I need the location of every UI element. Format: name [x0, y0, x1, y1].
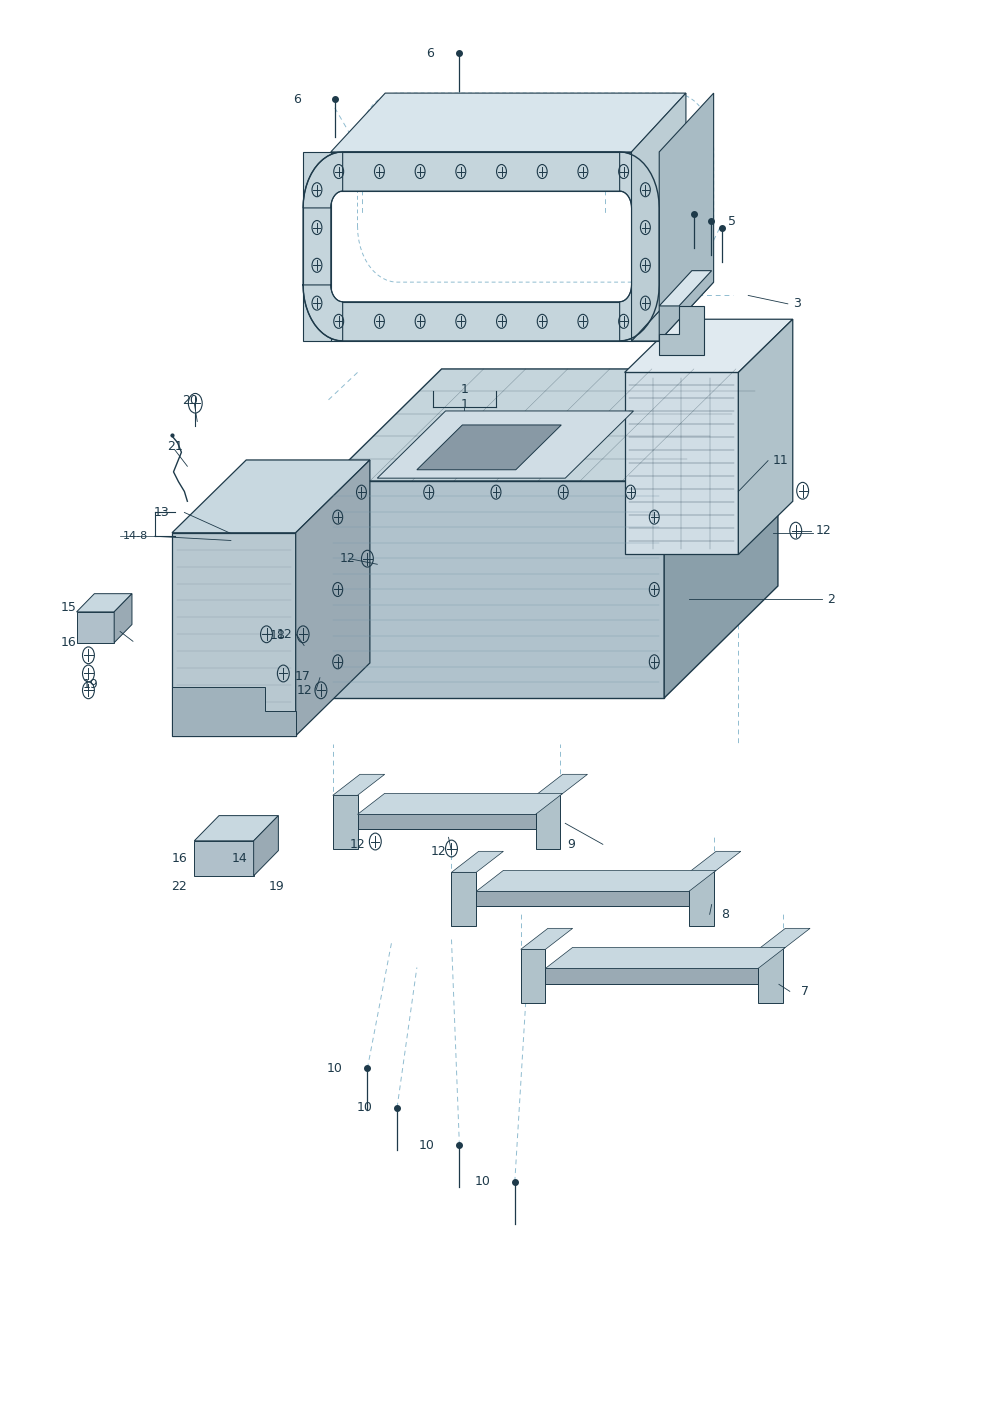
Polygon shape	[330, 302, 632, 341]
Text: 19: 19	[269, 880, 285, 892]
Polygon shape	[476, 870, 716, 891]
Polygon shape	[172, 460, 370, 533]
Polygon shape	[194, 840, 254, 875]
Polygon shape	[304, 152, 330, 341]
Text: 10: 10	[419, 1139, 434, 1152]
Polygon shape	[665, 369, 778, 699]
Polygon shape	[660, 306, 703, 355]
Polygon shape	[114, 593, 132, 643]
Text: 12: 12	[431, 845, 446, 857]
Text: 6: 6	[426, 46, 434, 60]
Polygon shape	[172, 687, 296, 735]
Text: 19: 19	[82, 678, 98, 692]
Text: 7: 7	[801, 985, 808, 998]
Polygon shape	[620, 152, 660, 208]
Polygon shape	[688, 852, 741, 873]
Polygon shape	[377, 411, 634, 478]
Polygon shape	[536, 796, 560, 849]
Polygon shape	[632, 282, 713, 341]
Text: 1: 1	[460, 398, 468, 411]
Text: 10: 10	[326, 1062, 342, 1075]
Text: 15: 15	[61, 600, 76, 615]
Polygon shape	[632, 152, 660, 341]
Polygon shape	[660, 271, 711, 306]
Polygon shape	[758, 929, 810, 950]
Polygon shape	[332, 774, 385, 796]
Text: 6: 6	[294, 93, 302, 105]
Text: 8: 8	[721, 908, 729, 920]
Text: 5: 5	[728, 215, 736, 227]
Polygon shape	[688, 873, 713, 926]
Text: 14: 14	[232, 852, 248, 864]
Text: 12: 12	[340, 553, 355, 565]
Polygon shape	[536, 774, 587, 796]
Polygon shape	[194, 815, 279, 840]
Polygon shape	[660, 93, 713, 341]
Polygon shape	[357, 814, 536, 829]
Polygon shape	[546, 947, 786, 968]
Text: 11: 11	[773, 455, 789, 467]
Text: 13: 13	[154, 506, 170, 519]
Polygon shape	[625, 320, 793, 372]
Polygon shape	[417, 425, 561, 470]
Text: 2 - 22: 2 - 22	[448, 414, 480, 424]
Polygon shape	[172, 533, 296, 735]
Polygon shape	[330, 152, 632, 191]
Polygon shape	[521, 929, 572, 950]
Polygon shape	[76, 612, 114, 643]
Text: 22: 22	[172, 880, 187, 892]
Polygon shape	[330, 93, 685, 152]
Polygon shape	[476, 891, 688, 906]
Text: 14-8: 14-8	[123, 532, 148, 542]
Text: 9: 9	[567, 838, 575, 850]
Text: 2: 2	[827, 593, 835, 606]
Polygon shape	[332, 796, 357, 849]
Polygon shape	[521, 950, 546, 1003]
Polygon shape	[296, 460, 370, 735]
Polygon shape	[357, 793, 562, 814]
Polygon shape	[304, 285, 342, 341]
Text: 10: 10	[356, 1101, 372, 1114]
Text: 12: 12	[349, 838, 365, 850]
Polygon shape	[546, 968, 758, 984]
Text: 12: 12	[277, 627, 293, 641]
Polygon shape	[304, 152, 342, 208]
Text: 3: 3	[793, 297, 801, 310]
Polygon shape	[625, 372, 738, 554]
Polygon shape	[451, 873, 476, 926]
Polygon shape	[327, 369, 778, 481]
Text: 21: 21	[168, 441, 184, 453]
Polygon shape	[620, 285, 660, 341]
Polygon shape	[758, 950, 783, 1003]
Text: 16: 16	[61, 636, 76, 650]
Polygon shape	[632, 93, 685, 341]
Polygon shape	[76, 593, 132, 612]
Text: 12: 12	[815, 525, 831, 537]
Text: 10: 10	[474, 1176, 490, 1188]
Text: 12: 12	[297, 683, 312, 697]
Text: 1: 1	[460, 383, 468, 396]
Text: 18: 18	[270, 629, 286, 643]
Polygon shape	[451, 852, 503, 873]
Polygon shape	[254, 815, 279, 875]
Text: 16: 16	[172, 852, 187, 864]
Polygon shape	[738, 320, 793, 554]
Text: 17: 17	[295, 669, 310, 683]
Polygon shape	[327, 481, 665, 699]
Text: 4: 4	[683, 208, 691, 220]
Text: 20: 20	[183, 394, 198, 407]
